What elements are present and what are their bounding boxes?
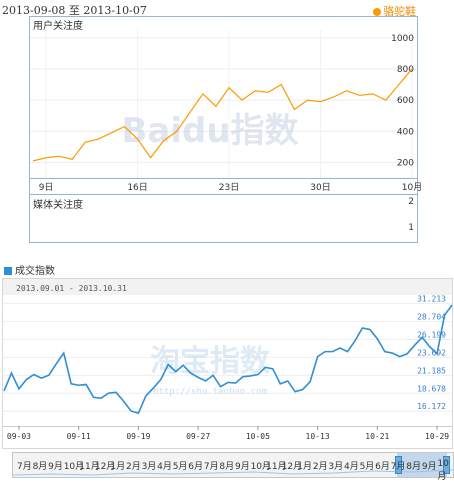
zoom-handle-right[interactable] xyxy=(443,456,450,474)
zoom-month-label: 7月 xyxy=(17,462,32,472)
user-panel-label: 用户关注度 xyxy=(33,19,83,32)
media-y-tick-label: 1 xyxy=(408,223,414,233)
zoom-month-label: 10月 xyxy=(250,462,272,472)
y-tick-label: 23.692 xyxy=(417,348,446,357)
media-y-ticks: 21 xyxy=(408,197,414,233)
zoom-month-label: 5月 xyxy=(172,462,188,472)
series-line-luotuoxie xyxy=(32,68,413,162)
x-tick-label: 30日 xyxy=(310,182,330,193)
y-tick-label: 21.185 xyxy=(417,366,446,375)
x-tick-label: 09-27 xyxy=(186,432,210,441)
zoom-month-label: 3月 xyxy=(141,462,157,472)
legend-square-icon xyxy=(4,266,12,275)
zoom-month-label: 8月 xyxy=(406,462,422,472)
y-tick-label: 31.213 xyxy=(417,295,446,304)
zoom-month-label: 8月 xyxy=(219,462,235,472)
zoom-month-label: 3月 xyxy=(328,462,344,472)
baidu-watermark: Baidu指数 xyxy=(121,111,298,151)
taobao-chart: 2013.09.01 - 2013.10.31 淘宝指数 http://shu.… xyxy=(2,278,453,449)
y-tick-label: 16.172 xyxy=(417,402,446,411)
x-tick-label: 9日 xyxy=(39,182,54,193)
legend-item-luotuoxie[interactable]: 骆驼鞋 xyxy=(373,3,416,19)
top-y-ticks: 1000 800 600 400 200 xyxy=(391,34,414,169)
y-tick-label: 400 xyxy=(397,127,414,137)
x-tick-label: 09-03 xyxy=(7,432,31,441)
baidu-chart: Baidu指数 用户关注度 媒体关注度 1000 800 600 400 200 9日 1… xyxy=(29,16,423,243)
zoom-month-label: 8月 xyxy=(32,462,48,472)
media-panel-frame xyxy=(29,194,418,243)
y-tick-label: 600 xyxy=(397,96,414,106)
user-panel-frame xyxy=(29,16,418,195)
zoom-month-label: 11月 xyxy=(266,462,287,472)
x-tick-label: 09-19 xyxy=(126,432,150,441)
legend-dot-icon xyxy=(373,8,381,16)
top-grid xyxy=(30,30,417,178)
y-tick-label: 800 xyxy=(397,65,414,75)
legend-label: 骆驼鞋 xyxy=(383,5,416,18)
series-line-chengjiao xyxy=(3,304,453,415)
y-tick-label: 18.678 xyxy=(417,384,446,393)
zoom-month-label: 2月 xyxy=(126,462,141,472)
x-tick-label: 09-11 xyxy=(67,432,91,441)
x-tick-label: 10-13 xyxy=(306,432,330,441)
zoom-selection[interactable] xyxy=(397,453,447,477)
zoom-month-label: 2月 xyxy=(312,462,328,472)
zoom-month-label: 4月 xyxy=(344,462,359,472)
zoom-month-label: 9月 xyxy=(48,462,63,472)
bottom-y-ticks: 31.213 28.704 26.199 23.692 21.185 18.678 16.1… xyxy=(417,295,446,412)
y-tick-label: 1000 xyxy=(391,34,414,44)
zoom-month-label: 12月 xyxy=(94,462,116,472)
y-tick-label: 200 xyxy=(397,158,414,168)
zoom-month-label: 10月 xyxy=(437,459,449,482)
x-tick-label: 10月 xyxy=(402,182,422,193)
y-tick-label: 26.199 xyxy=(417,330,446,339)
taobao-header xyxy=(3,279,452,295)
taobao-date-range: 2013.09.01 - 2013.10.31 xyxy=(16,284,127,293)
top-x-ticks: 9日 16日 23日 30日 10月 xyxy=(39,182,423,193)
x-tick-label: 10-05 xyxy=(246,432,270,441)
zoom-month-label: 10月 xyxy=(63,462,85,472)
zoom-month-label: 12月 xyxy=(281,462,303,472)
x-tick-label: 23日 xyxy=(219,182,239,193)
media-panel-label: 媒体关注度 xyxy=(33,198,83,211)
taobao-watermark: 淘宝指数 xyxy=(150,344,271,379)
x-tick-label: 10-29 xyxy=(425,432,449,441)
taobao-watermark-url: http://shu.taobao.com xyxy=(153,387,267,397)
zoom-month-label: 9月 xyxy=(421,462,437,472)
zoom-handle-left[interactable] xyxy=(395,456,402,474)
x-tick-label: 10-21 xyxy=(365,432,389,441)
bottom-x-ticks: 09-03 09-11 09-19 09-27 10-05 10-13 10-21 10-29 xyxy=(7,426,449,441)
zoom-month-label: 9月 xyxy=(235,462,250,472)
bottom-legend-label: 成交指数 xyxy=(15,266,55,277)
zoom-month-label: 4月 xyxy=(157,462,172,472)
zoom-month-label: 6月 xyxy=(375,462,390,472)
taobao-frame xyxy=(2,278,453,449)
zoom-month-label: 7月 xyxy=(390,462,406,472)
x-tick-label: 16日 xyxy=(127,182,147,193)
zoom-month-label: 5月 xyxy=(359,462,375,472)
y-tick-label: 28.704 xyxy=(417,313,446,322)
zoom-overview-line xyxy=(13,469,453,476)
zoom-month-label: 6月 xyxy=(188,462,204,472)
zoom-month-label: 1月 xyxy=(297,462,313,472)
zoom-month-label: 1月 xyxy=(110,462,126,472)
time-range-slider[interactable]: 7月 8月 9月 10月 11月 12月 1月 2月 3月 4月 5月 6月 7月 8月 9月 10月 11月 1… xyxy=(12,452,454,482)
zoom-month-label: 11月 xyxy=(79,462,100,472)
zoom-month-label: 7月 xyxy=(203,462,219,472)
media-y-tick-label: 2 xyxy=(408,197,414,207)
bottom-legend: 成交指数 xyxy=(4,262,55,277)
date-range-label: 2013-09-08 至 2013-10-07 xyxy=(2,4,147,17)
